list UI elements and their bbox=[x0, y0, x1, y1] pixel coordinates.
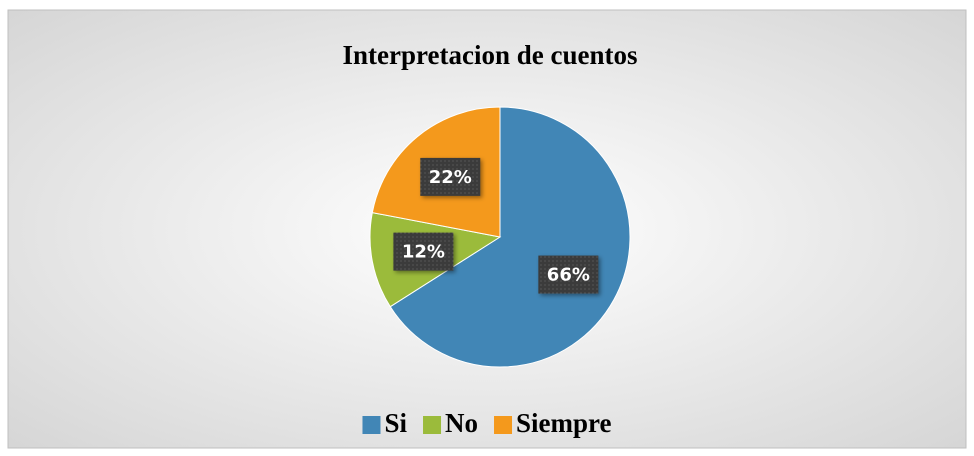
data-label-box bbox=[538, 255, 599, 294]
legend-swatch bbox=[423, 416, 442, 434]
data-label: 22% bbox=[429, 167, 472, 188]
legend-label: Siempre bbox=[516, 408, 612, 438]
data-label-box bbox=[420, 157, 481, 196]
legend: Si No Siempre bbox=[362, 408, 612, 438]
legend-swatch bbox=[494, 416, 513, 434]
data-label: 66% bbox=[547, 265, 590, 286]
legend-label: No bbox=[445, 408, 478, 438]
chart-title: Interpretacion de cuentos bbox=[343, 40, 638, 70]
data-label: 12% bbox=[402, 242, 445, 263]
legend-label: Si bbox=[384, 408, 407, 438]
pie-slice bbox=[389, 106, 631, 368]
data-label-box bbox=[393, 232, 454, 271]
legend-swatch bbox=[362, 416, 381, 434]
